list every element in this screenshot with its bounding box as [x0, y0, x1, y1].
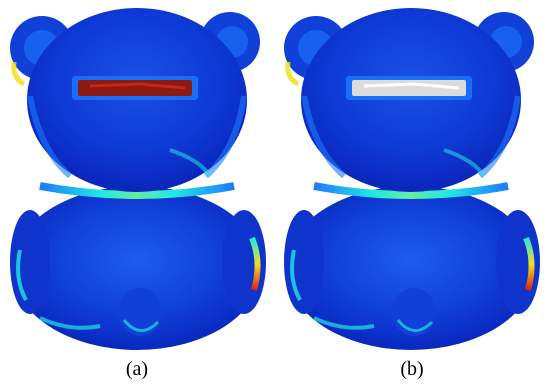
caption-b: (b)	[400, 358, 424, 380]
bear-body	[12, 186, 262, 350]
bear-body	[286, 186, 536, 350]
bear-tail	[392, 288, 436, 336]
figure-panel-a	[0, 0, 274, 360]
figure-panel-b	[274, 0, 547, 360]
bear-heatmap-b	[284, 8, 540, 350]
caption-a: (a)	[125, 358, 149, 380]
bear-tail	[118, 288, 162, 336]
bear-heatmap-a	[10, 8, 266, 350]
